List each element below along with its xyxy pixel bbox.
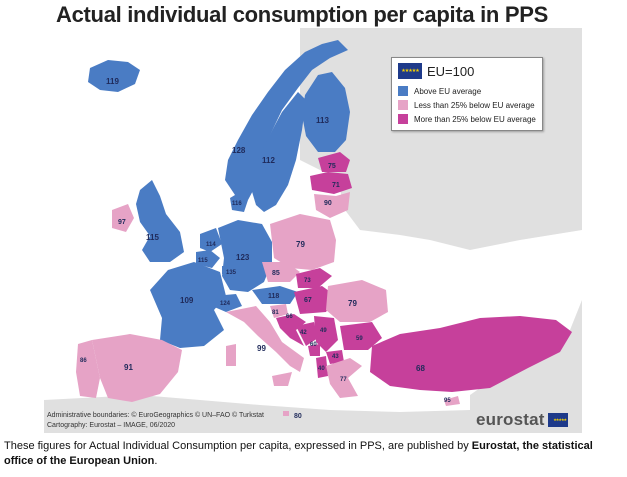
legend-header: ★★★★★ EU=100 bbox=[398, 62, 474, 80]
value-label: 43 bbox=[332, 354, 339, 360]
country-ireland bbox=[112, 204, 134, 232]
value-label: 115 bbox=[146, 233, 159, 242]
value-label: 68 bbox=[416, 364, 425, 373]
country-sicily bbox=[272, 372, 292, 386]
legend-label: More than 25% below EU average bbox=[414, 114, 536, 124]
eu-flag-icon: ★★★★★ bbox=[547, 413, 568, 427]
country-montenegro bbox=[308, 344, 320, 356]
value-label: 71 bbox=[332, 182, 340, 189]
country-poland bbox=[270, 214, 336, 270]
value-label: 80 bbox=[294, 413, 302, 420]
country-cyprus bbox=[444, 396, 460, 406]
value-label: 60 bbox=[310, 342, 317, 348]
value-label: 85 bbox=[272, 270, 280, 277]
legend-label: Above EU average bbox=[414, 86, 482, 96]
eurostat-logo: eurostat ★★★★★ bbox=[476, 410, 568, 430]
country-portugal bbox=[76, 340, 100, 398]
legend-item-above: Above EU average bbox=[398, 85, 481, 97]
caption-end: . bbox=[154, 455, 158, 467]
country-serbia bbox=[314, 316, 338, 352]
country-lithuania bbox=[314, 192, 350, 218]
value-label: 59 bbox=[356, 336, 363, 342]
value-label: 97 bbox=[118, 219, 126, 226]
legend-swatch bbox=[398, 100, 408, 110]
value-label: 86 bbox=[80, 358, 87, 364]
country-belgium bbox=[196, 250, 220, 268]
logo-text: eurostat bbox=[476, 410, 545, 429]
non-eu-land-africa bbox=[44, 395, 470, 433]
country-romania bbox=[326, 280, 388, 322]
country-iceland bbox=[88, 60, 140, 92]
legend-swatch bbox=[398, 114, 408, 124]
country-netherlands bbox=[200, 228, 222, 252]
map-title: Actual individual consumption per capita… bbox=[56, 2, 548, 27]
country-albania bbox=[316, 356, 328, 378]
value-label: 90 bbox=[324, 200, 332, 207]
country-greece bbox=[326, 358, 362, 398]
country-latvia bbox=[310, 172, 352, 194]
value-label: 75 bbox=[328, 163, 336, 170]
credits-boundaries: Administrative boundaries: © EuroGeograp… bbox=[47, 412, 265, 419]
legend-label: Less than 25% below EU average bbox=[414, 100, 535, 110]
eu-flag-icon: ★★★★★ bbox=[398, 63, 422, 79]
value-label: 77 bbox=[340, 377, 347, 383]
country-north-macedonia bbox=[326, 350, 344, 364]
country-spain bbox=[92, 334, 182, 402]
legend-swatch bbox=[398, 86, 408, 96]
value-label: 42 bbox=[300, 330, 307, 336]
country-slovenia bbox=[270, 304, 288, 318]
value-label: 49 bbox=[320, 328, 327, 334]
caption-text: These figures for Actual Individual Cons… bbox=[4, 440, 472, 452]
value-label: 79 bbox=[296, 240, 305, 249]
country-sardinia bbox=[226, 344, 236, 366]
caption-source: Eurostat, the statistical office of the … bbox=[4, 440, 593, 467]
legend-header-label: EU=100 bbox=[427, 63, 475, 79]
value-label: 112 bbox=[262, 156, 275, 165]
country-finland bbox=[302, 72, 350, 152]
country-united-kingdom bbox=[136, 180, 184, 262]
legend-item-far-below: More than 25% below EU average bbox=[398, 113, 536, 125]
country-turkey bbox=[370, 316, 572, 392]
value-label: 128 bbox=[232, 146, 246, 155]
value-label: 40 bbox=[318, 366, 325, 372]
value-label: 67 bbox=[304, 297, 312, 304]
value-label: 114 bbox=[206, 242, 216, 248]
country-czechia bbox=[262, 262, 300, 282]
value-label: 119 bbox=[106, 77, 119, 86]
country-germany bbox=[218, 220, 272, 292]
country-france bbox=[150, 262, 226, 348]
value-label: 115 bbox=[198, 258, 208, 264]
value-label: 124 bbox=[220, 301, 231, 307]
value-label: 91 bbox=[124, 363, 133, 372]
value-label: 135 bbox=[226, 270, 237, 276]
country-austria bbox=[252, 286, 298, 304]
value-label: 79 bbox=[348, 299, 357, 308]
country-norway bbox=[225, 40, 348, 200]
country-hungary bbox=[294, 286, 336, 314]
value-label: 113 bbox=[316, 116, 329, 125]
value-label: 66 bbox=[286, 314, 293, 320]
value-label: 109 bbox=[180, 296, 194, 305]
value-label: 99 bbox=[257, 344, 266, 353]
country-slovakia bbox=[296, 268, 332, 288]
country-bulgaria bbox=[340, 322, 382, 350]
value-label: 81 bbox=[272, 310, 279, 316]
country-italy bbox=[226, 306, 304, 372]
caption: These figures for Actual Individual Cons… bbox=[4, 439, 624, 469]
country-malta bbox=[283, 411, 289, 416]
value-label: 116 bbox=[232, 201, 242, 207]
country-denmark bbox=[230, 192, 248, 212]
credits-cartography: Cartography: Eurostat – IMAGE, 06/2020 bbox=[47, 422, 176, 429]
value-label: 123 bbox=[236, 253, 250, 262]
value-labels: 119 128 112 113 75 71 90 116 97 115 114 … bbox=[80, 77, 451, 420]
value-label: 73 bbox=[304, 278, 311, 284]
country-sweden bbox=[250, 92, 306, 212]
country-estonia bbox=[318, 152, 350, 172]
country-bosnia bbox=[296, 322, 318, 346]
value-label: 95 bbox=[444, 398, 451, 404]
value-label: 118 bbox=[268, 293, 279, 300]
legend-item-below: Less than 25% below EU average bbox=[398, 99, 535, 111]
map-legend: ★★★★★ EU=100 Above EU average Less than … bbox=[391, 57, 543, 131]
country-croatia bbox=[276, 314, 306, 346]
